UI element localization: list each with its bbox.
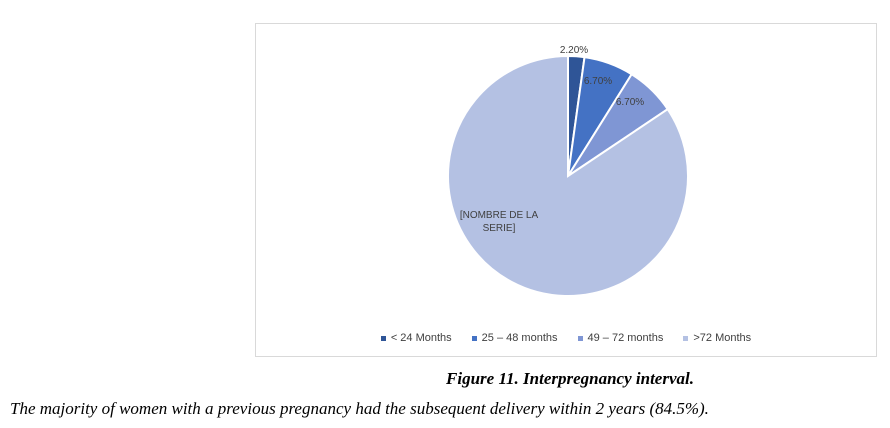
legend-swatch-gt72 [683,335,689,341]
chart-frame: 2.20% 6.70% 6.70% [NOMBRE DE LA SERIE] < 24 … [255,23,877,357]
pie-chart: 2.20% 6.70% 6.70% [NOMBRE DE LA SERIE] [447,45,689,297]
data-label-49-72: 6.70% [616,97,644,108]
legend-item-gt72: >72 Months [683,332,751,344]
legend-label-gt72: >72 Months [693,332,752,344]
data-label-gt72: [NOMBRE DE LA SERIE] [460,210,539,234]
figure-caption: Figure 11. Interpregnancy interval. [446,369,694,388]
body-paragraph: The majority of women with a previous pr… [10,399,709,418]
legend-label-lt24: < 24 Months [390,332,452,344]
legend-swatch-49-72 [577,335,583,341]
pie-slice-gt72 [447,54,689,297]
legend-label-25-48: 25 – 48 months [481,332,558,344]
data-label-25-48: 6.70% [584,76,612,87]
chart-legend: < 24 Months 25 – 48 months 49 – 72 month… [256,332,876,344]
legend-label-49-72: 49 – 72 months [587,332,664,344]
data-label-lt24: 2.20% [560,45,588,56]
legend-swatch-lt24 [380,335,386,341]
legend-item-25-48: 25 – 48 months [471,332,558,344]
legend-item-49-72: 49 – 72 months [577,332,664,344]
legend-swatch-25-48 [471,335,477,341]
legend-item-lt24: < 24 Months [380,332,452,344]
